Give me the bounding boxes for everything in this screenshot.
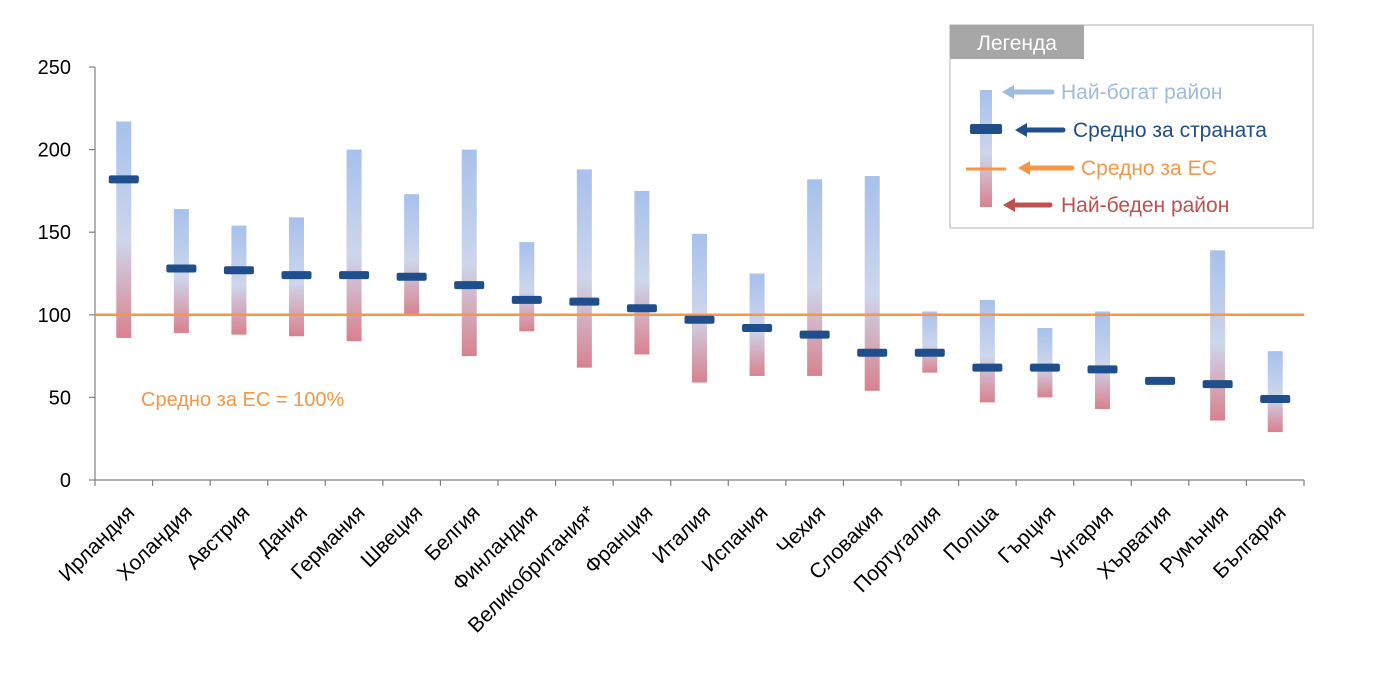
country-average-marker [914, 348, 945, 357]
country-average-marker [857, 348, 888, 357]
country-average-marker [1202, 380, 1233, 389]
legend-item-label: Най-богат район [1061, 81, 1223, 104]
country-average-marker [396, 272, 427, 281]
country-average-marker [511, 295, 542, 304]
range-bar [807, 179, 823, 376]
legend-title: Легенда [977, 32, 1057, 55]
range-bar [1095, 311, 1110, 409]
country-average-marker [339, 271, 370, 280]
country-average-marker [799, 330, 830, 339]
legend-item-label: Средно за страната [1073, 119, 1267, 142]
range-bar [1267, 351, 1283, 433]
legend-sample-bar [980, 90, 992, 207]
range-bar [1210, 250, 1226, 421]
country-average-marker [684, 315, 715, 324]
country-average-marker [166, 264, 197, 273]
country-average-marker [626, 304, 657, 313]
range-bars [116, 121, 1283, 433]
range-bar [404, 194, 420, 315]
labels: ИрландияХоландияАвстрияДанияГерманияШвец… [55, 501, 1291, 637]
range-bar [576, 169, 592, 368]
range-bar [461, 149, 477, 357]
country-average-marker [281, 271, 312, 280]
country-average-marker [1029, 363, 1060, 372]
range-bar [979, 299, 995, 403]
country-average-marker [1087, 365, 1118, 374]
range-bar [864, 176, 880, 391]
legend-sample-marker [970, 124, 1002, 134]
y-tick-label: 150 [38, 222, 71, 244]
country-average-marker [569, 297, 600, 306]
legend: Легенда Най-богат район Средно за страната… [949, 24, 1314, 229]
range-bar [692, 233, 707, 383]
country-average-marker [108, 175, 139, 184]
country-average-marker [1260, 395, 1291, 404]
range-bar [116, 121, 132, 338]
legend-title-bg [950, 25, 1084, 59]
y-tick-label: 250 [38, 57, 71, 79]
range-bar [346, 149, 362, 342]
legend-item-label: Най-беден район [1061, 194, 1229, 217]
legend-arrow-head [1003, 198, 1015, 212]
country-average-marker [223, 266, 254, 275]
eu-average-annotation: Средно за ЕС = 100% [141, 389, 344, 411]
y-tick-label: 50 [49, 387, 71, 409]
y-tick-label: 200 [38, 140, 71, 162]
legend-arrow-head [1018, 161, 1030, 175]
range-bar [1037, 328, 1053, 398]
country-average-markers [108, 175, 1291, 404]
category-label: Швеция [356, 501, 427, 572]
range-bar [519, 242, 535, 332]
range-bar [922, 311, 938, 373]
legend-arrow-head [1002, 85, 1014, 99]
range-bar [634, 190, 650, 355]
legend-arrow-head [1015, 123, 1027, 137]
country-average-marker [972, 363, 1003, 372]
country-average-marker [454, 281, 485, 290]
axes: 0 50 100 150 200 250 [38, 57, 1305, 492]
country-average-marker [742, 324, 773, 333]
category-label: Полша [939, 501, 1003, 565]
category-label: Австрия [182, 501, 255, 574]
y-tick-label: 0 [60, 470, 71, 492]
range-bar [231, 225, 247, 335]
country-average-marker [1145, 376, 1176, 385]
y-tick-label: 100 [38, 305, 71, 327]
legend-item-label: Средно за ЕС [1081, 157, 1217, 180]
